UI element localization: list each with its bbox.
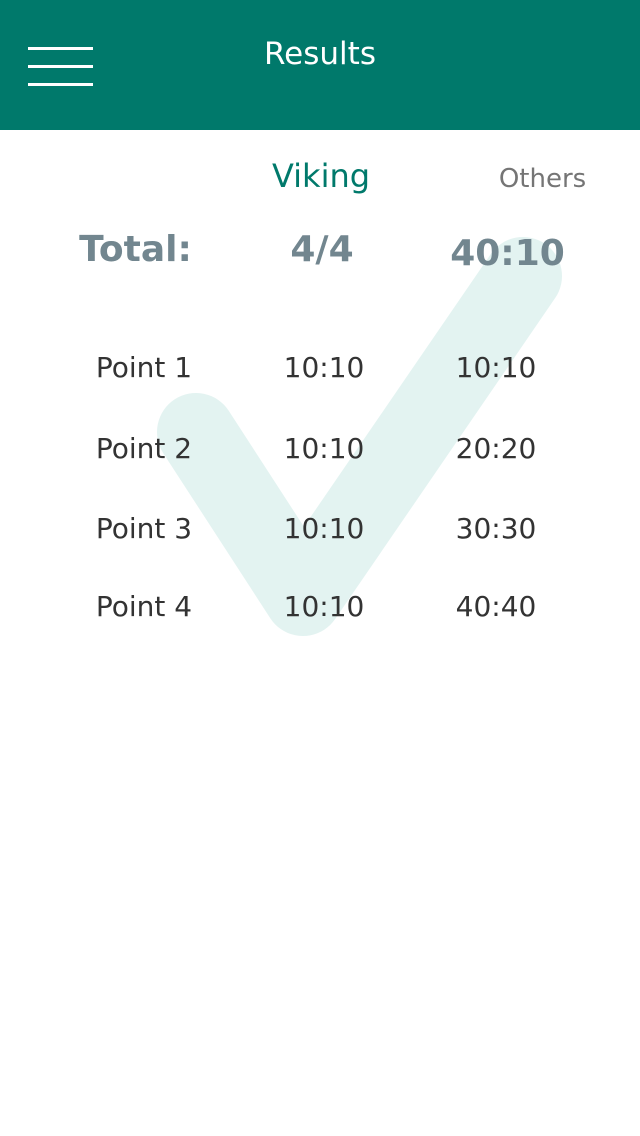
column-header-others: Others [498,164,587,194]
point-others-time: 40:40 [455,590,537,623]
total-others-value: 40:10 [450,233,565,274]
point-viking-time: 10:10 [283,590,365,623]
point-others-time: 10:10 [455,351,537,384]
column-header-viking: Viking [271,157,371,195]
page-title: Results [264,36,376,72]
total-viking-value: 4/4 [290,229,354,270]
menu-line [28,47,93,50]
menu-line [28,83,93,86]
point-others-time: 30:30 [455,512,537,545]
point-name: Point 2 [95,432,193,465]
total-label: Total: [79,229,192,270]
point-name: Point 1 [95,351,193,384]
point-viking-time: 10:10 [283,432,365,465]
app-header: Results [0,0,640,130]
list-item: Point 3 10:10 30:30 [0,509,640,549]
list-item: Point 2 10:10 20:20 [0,429,640,469]
list-item: Point 1 10:10 10:10 [0,348,640,388]
menu-line [28,65,93,68]
list-item: Point 4 10:10 40:40 [0,587,640,627]
point-others-time: 20:20 [455,432,537,465]
point-name: Point 4 [95,590,193,623]
point-name: Point 3 [95,512,193,545]
hamburger-menu-icon[interactable] [28,46,94,88]
point-viking-time: 10:10 [283,351,365,384]
point-viking-time: 10:10 [283,512,365,545]
